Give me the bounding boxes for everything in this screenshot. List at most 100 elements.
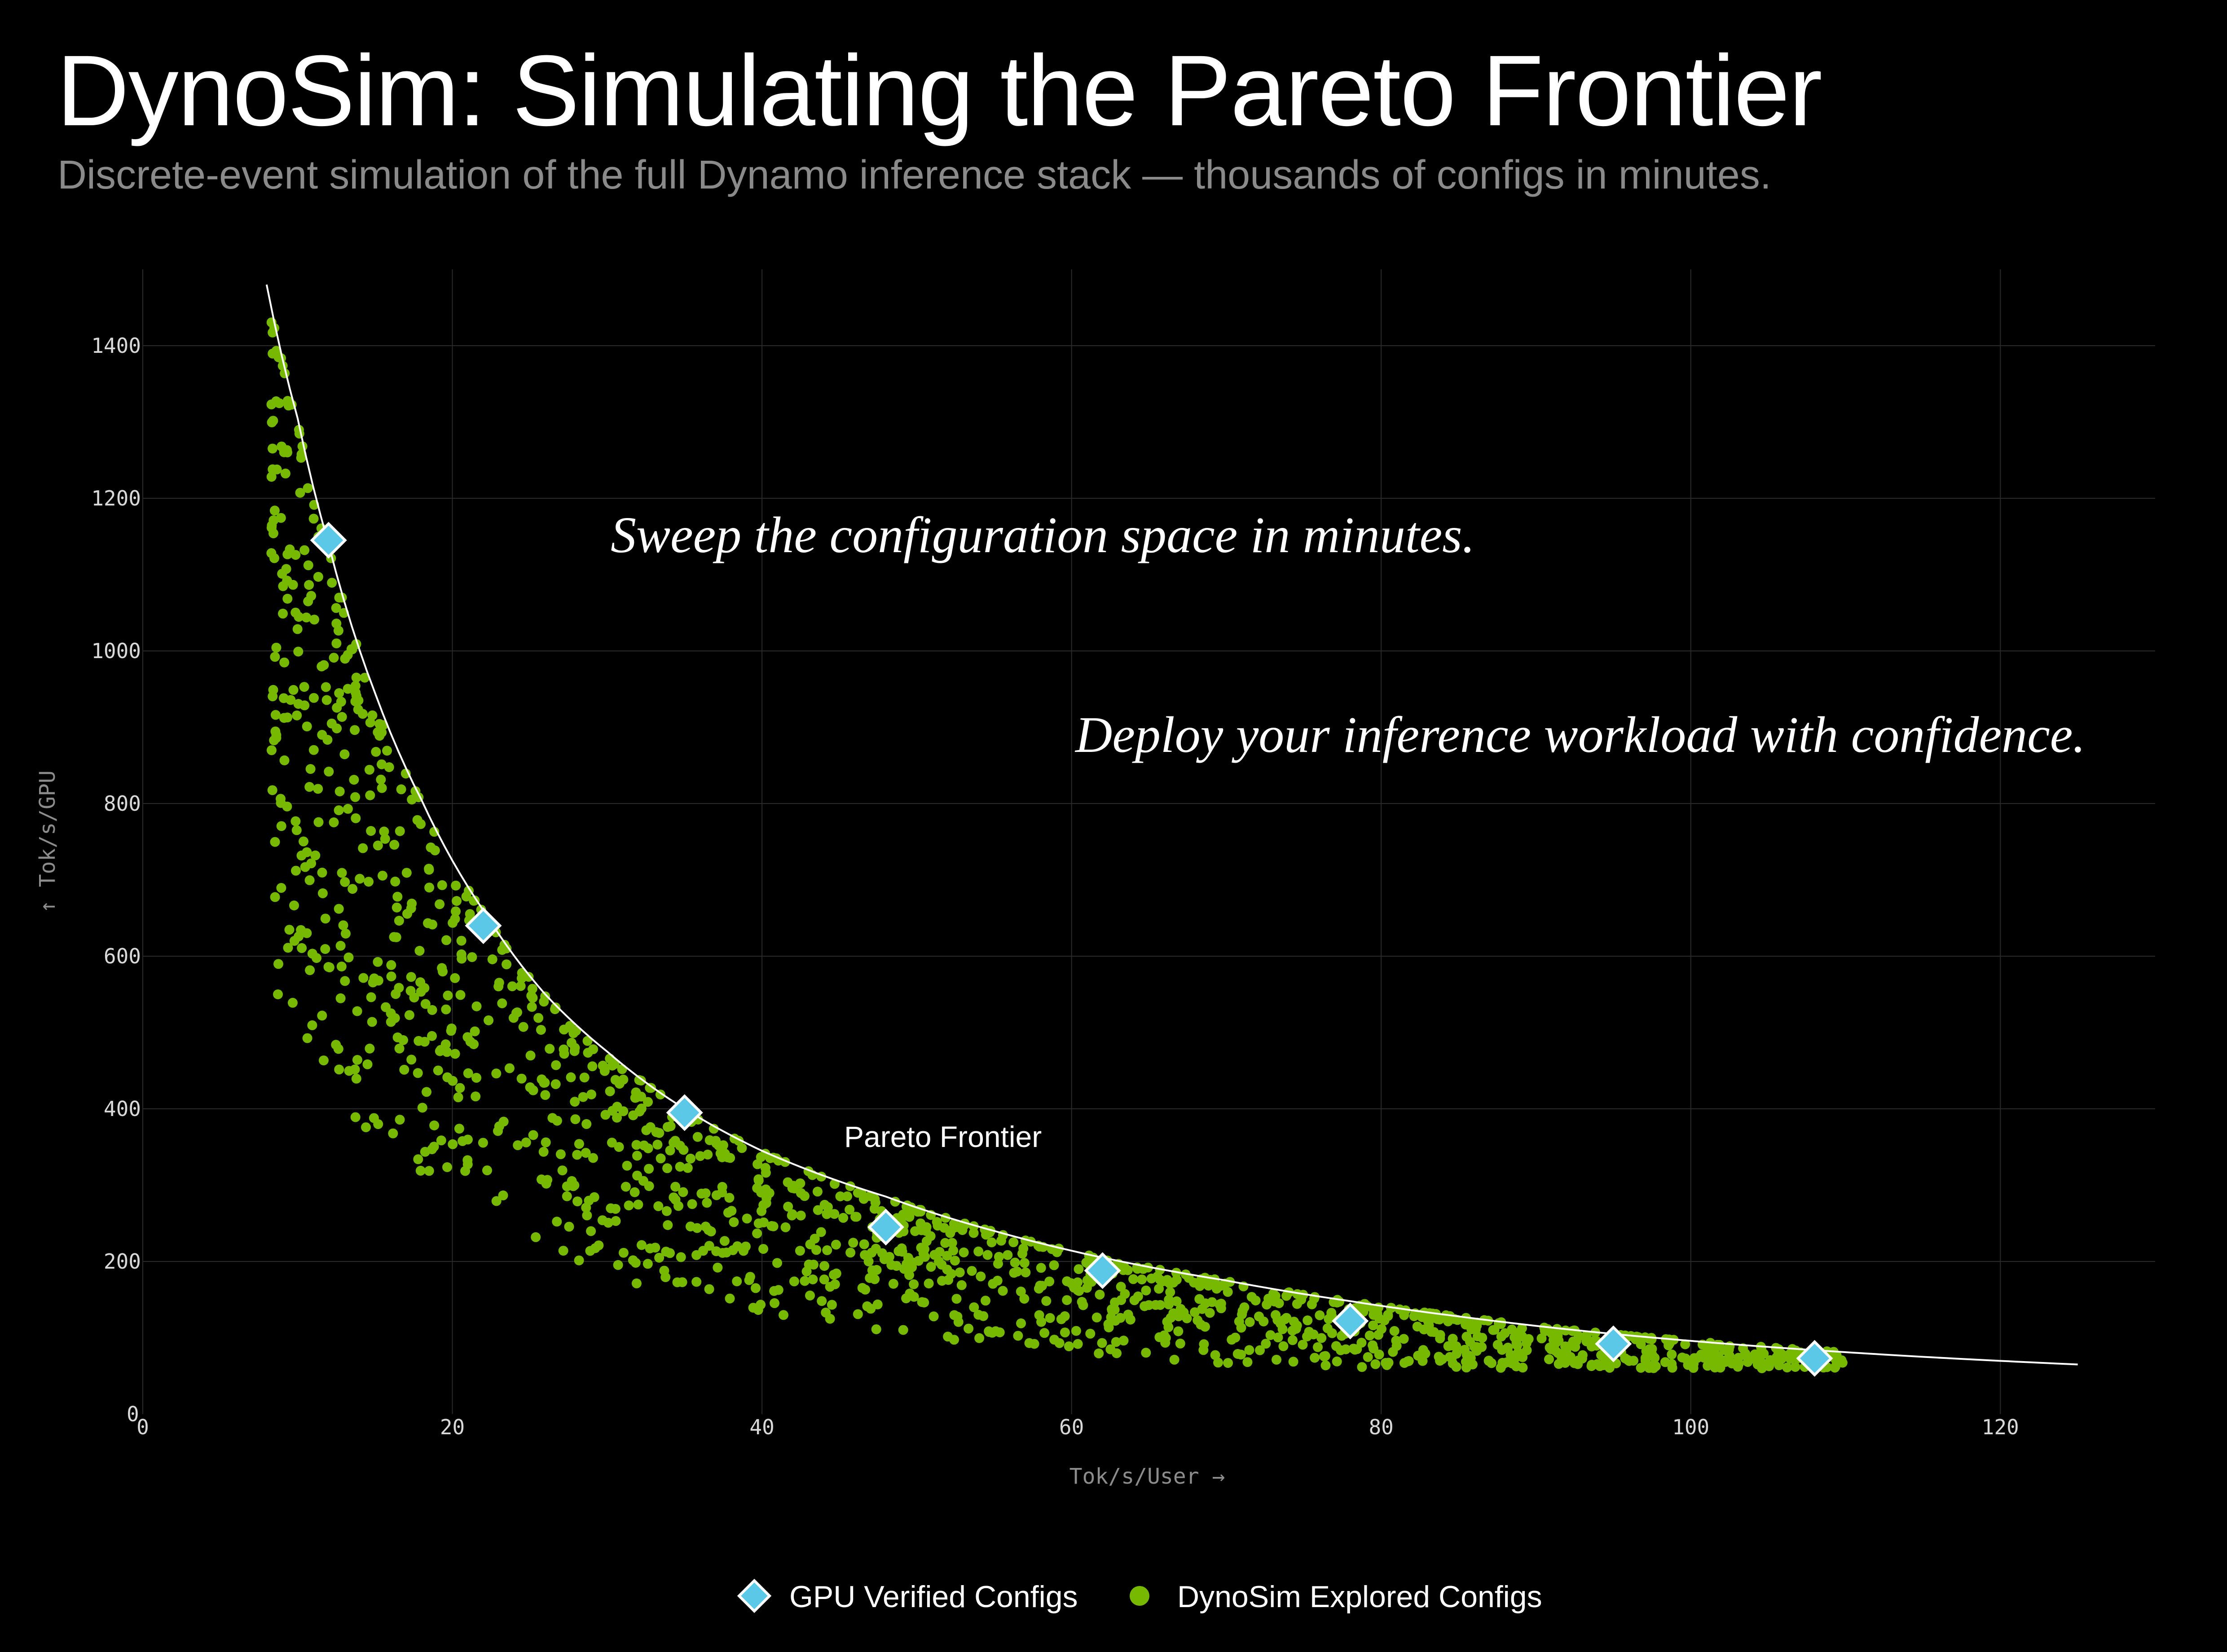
x-tick-label: 120 xyxy=(1982,1415,2019,1439)
explored-config-point xyxy=(1200,1322,1210,1332)
explored-config-point xyxy=(388,1128,398,1138)
legend: GPU Verified Configs DynoSim Explored Co… xyxy=(737,1578,1542,1614)
explored-config-point xyxy=(586,1090,596,1099)
explored-config-point xyxy=(455,1083,465,1093)
explored-config-point xyxy=(812,1186,823,1197)
gpu-verified-point xyxy=(1796,1340,1833,1377)
explored-config-point xyxy=(581,1119,592,1129)
legend-item-explored[interactable]: DynoSim Explored Configs xyxy=(1130,1580,1542,1614)
explored-config-point xyxy=(389,932,399,942)
explored-config-point xyxy=(1437,1354,1448,1364)
explored-config-point xyxy=(662,1163,673,1173)
explored-config-point xyxy=(1203,1280,1214,1291)
explored-config-point xyxy=(564,1221,574,1232)
explored-config-point xyxy=(381,1002,391,1012)
explored-config-point xyxy=(451,880,461,891)
explored-config-point xyxy=(804,1259,814,1270)
explored-config-point xyxy=(302,721,312,732)
explored-config-point xyxy=(348,884,358,894)
explored-config-point xyxy=(1785,1354,1796,1364)
explored-config-point xyxy=(289,936,299,946)
explored-config-point xyxy=(910,1226,920,1236)
explored-config-point xyxy=(389,839,400,850)
explored-config-point xyxy=(829,1270,839,1280)
explored-config-point xyxy=(278,581,288,591)
explored-config-point xyxy=(1288,1357,1298,1367)
explored-config-point xyxy=(521,1137,531,1147)
explored-config-point xyxy=(392,1032,403,1042)
explored-config-point xyxy=(756,1300,766,1310)
explored-config-point xyxy=(766,1221,777,1231)
explored-config-point xyxy=(1039,1328,1050,1338)
explored-config-point xyxy=(600,1110,611,1120)
explored-config-point xyxy=(1281,1313,1292,1323)
legend-item-verified[interactable]: GPU Verified Configs xyxy=(737,1578,1078,1614)
explored-config-point xyxy=(424,865,434,875)
explored-config-point xyxy=(1060,1327,1070,1338)
explored-config-point xyxy=(283,400,294,411)
explored-config-point xyxy=(939,1223,949,1233)
explored-config-point xyxy=(706,1226,716,1237)
explored-config-point xyxy=(1140,1301,1150,1311)
gpu-verified-point xyxy=(1332,1302,1369,1340)
explored-config-point xyxy=(291,825,302,835)
explored-config-point xyxy=(407,898,417,909)
explored-config-point xyxy=(588,1153,598,1163)
explored-config-point xyxy=(1064,1341,1074,1352)
explored-config-point xyxy=(462,1134,473,1145)
explored-config-point xyxy=(606,1203,616,1213)
explored-config-point xyxy=(340,928,351,939)
explored-config-point xyxy=(1569,1358,1580,1368)
explored-config-point xyxy=(947,1238,957,1248)
explored-config-point xyxy=(805,1239,815,1249)
explored-config-point xyxy=(1234,1316,1244,1327)
explored-config-point xyxy=(559,1049,569,1059)
explored-config-point xyxy=(552,1217,562,1227)
explored-config-point xyxy=(335,940,346,951)
legend-dot-icon xyxy=(1130,1586,1149,1606)
explored-config-point xyxy=(1210,1350,1220,1360)
explored-config-point xyxy=(545,1044,555,1054)
explored-config-point xyxy=(921,1222,932,1232)
explored-config-point xyxy=(355,874,365,884)
explored-config-point xyxy=(865,1191,875,1201)
explored-config-point xyxy=(612,1102,622,1112)
explored-config-point xyxy=(603,1217,613,1228)
explored-config-point xyxy=(336,962,347,971)
explored-config-point xyxy=(614,1142,624,1152)
explored-config-point xyxy=(279,713,289,723)
explored-config-point xyxy=(293,646,304,657)
explored-config-point xyxy=(533,1013,544,1023)
y-tick-label: 800 xyxy=(104,791,141,816)
explored-config-point xyxy=(886,1260,897,1270)
explored-config-point xyxy=(1545,1342,1555,1353)
explored-config-point xyxy=(1368,1320,1378,1331)
explored-config-point xyxy=(484,1015,494,1025)
explored-config-point xyxy=(819,1261,829,1271)
explored-config-point xyxy=(1636,1363,1646,1373)
explored-config-point xyxy=(838,1213,849,1223)
explored-config-point xyxy=(429,1142,439,1152)
explored-config-point xyxy=(628,1255,638,1265)
explored-config-point xyxy=(302,1033,312,1043)
explored-config-point xyxy=(919,1297,929,1308)
explored-config-point xyxy=(377,759,387,769)
explored-config-point xyxy=(678,1187,688,1197)
explored-config-point xyxy=(276,883,286,893)
explored-config-point xyxy=(987,1327,997,1338)
explored-config-point xyxy=(465,909,475,919)
explored-config-point xyxy=(929,1250,940,1260)
explored-config-point xyxy=(358,843,368,853)
explored-config-point xyxy=(1399,1334,1409,1344)
annotation-deploy: Deploy your inference workload with conf… xyxy=(1074,706,2086,763)
explored-config-point xyxy=(737,1143,747,1153)
explored-config-point xyxy=(482,1165,492,1176)
explored-config-point xyxy=(471,1091,481,1102)
explored-config-point xyxy=(1429,1327,1439,1337)
explored-config-point xyxy=(1244,1345,1254,1355)
explored-config-point xyxy=(305,965,315,975)
explored-config-point xyxy=(562,1181,572,1191)
explored-config-point xyxy=(1581,1330,1592,1340)
explored-config-point xyxy=(726,1206,737,1216)
explored-config-point xyxy=(904,1270,914,1280)
